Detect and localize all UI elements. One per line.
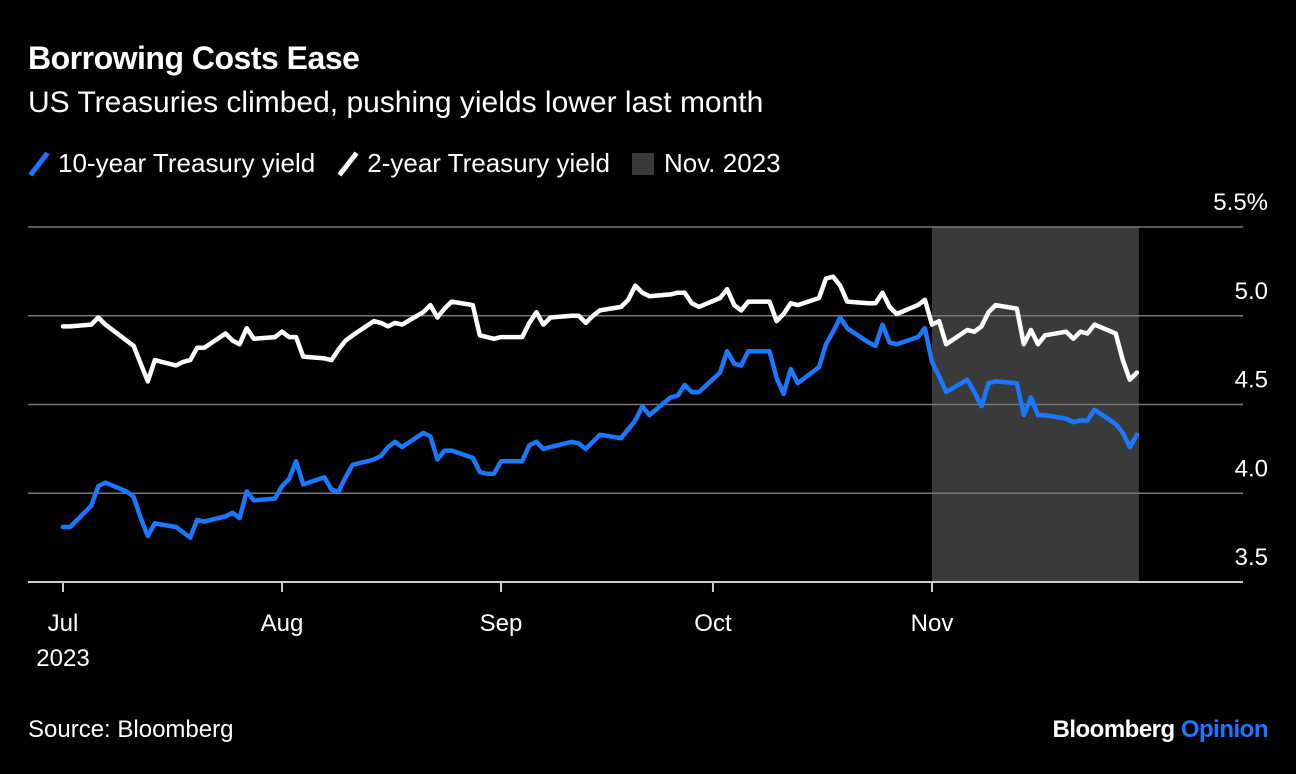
brand-name: Bloomberg — [1052, 716, 1176, 743]
y-tick-label: 4.5 — [1235, 367, 1268, 394]
chart-subtitle: US Treasuries climbed, pushing yields lo… — [28, 86, 764, 119]
legend: 10-year Treasury yield 2-year Treasury y… — [28, 148, 803, 179]
legend-item-two-year: 2-year Treasury yield — [337, 148, 610, 179]
brand-logo: Bloomberg Opinion — [1053, 716, 1269, 744]
legend-label-highlight: Nov. 2023 — [664, 148, 781, 178]
legend-item-ten-year: 10-year Treasury yield — [28, 148, 315, 179]
legend-swatch-two-year — [337, 150, 359, 177]
x-tick-label: Nov — [911, 610, 954, 637]
brand-suffix: Opinion — [1180, 716, 1269, 743]
legend-item-highlight: Nov. 2023 — [632, 148, 781, 179]
y-tick-label: 3.5 — [1235, 544, 1268, 571]
legend-swatch-highlight — [632, 152, 654, 175]
chart-title: Borrowing Costs Ease — [28, 40, 360, 76]
legend-label-ten-year: 10-year Treasury yield — [58, 148, 316, 178]
series-line-two-year — [60, 274, 1140, 384]
legend-swatch-ten-year — [28, 150, 50, 177]
x-tick-label: Jul — [48, 610, 79, 637]
y-tick-label: 5.0 — [1235, 278, 1268, 305]
x-tick-label: Oct — [694, 610, 732, 637]
source-note: Source: Bloomberg — [28, 716, 234, 743]
y-tick-label: 4.0 — [1235, 455, 1268, 482]
x-tick-label: Aug — [261, 610, 304, 637]
series-line-ten-year — [60, 315, 1140, 540]
legend-label-two-year: 2-year Treasury yield — [367, 148, 610, 178]
x-tick-sublabel: 2023 — [36, 645, 89, 672]
x-tick-label: Sep — [480, 610, 523, 637]
y-tick-label: 5.5% — [1213, 189, 1268, 216]
